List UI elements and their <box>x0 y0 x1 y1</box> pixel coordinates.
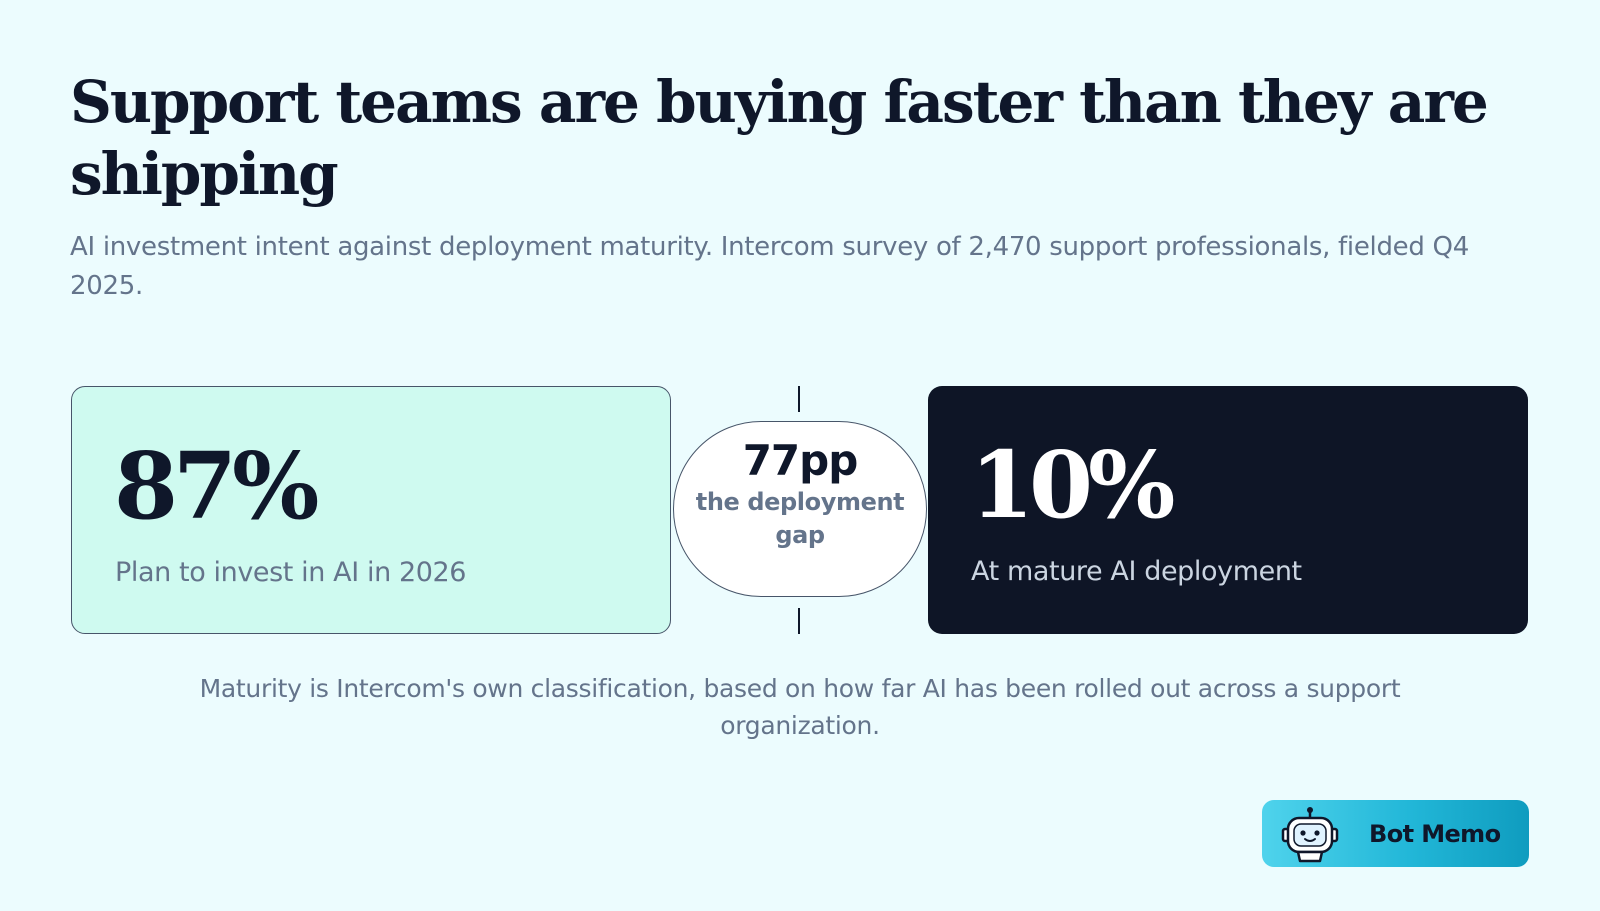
mature-stat-value: 10% <box>970 431 1175 539</box>
gap-connector-bottom <box>798 608 800 634</box>
invest-stat-card: 87% Plan to invest in AI in 2026 <box>71 386 671 634</box>
gap-value: 77pp <box>742 436 859 485</box>
brand-name: Bot Memo <box>1369 820 1501 848</box>
deployment-gap-pill: 77pp the deployment gap <box>673 421 927 597</box>
page-subtitle: AI investment intent against deployment … <box>70 232 1469 301</box>
gap-caption: the deployment gap <box>695 488 905 549</box>
page-title: Support teams are buying faster than the… <box>70 68 1489 208</box>
mature-stat-card: 10% At mature AI deployment <box>928 386 1528 634</box>
invest-stat-value: 87% <box>114 432 319 540</box>
gap-connector-top <box>798 386 800 412</box>
mature-stat-label: At mature AI deployment <box>971 556 1302 587</box>
robot-icon <box>1281 807 1339 863</box>
footnote: Maturity is Intercom's own classificatio… <box>199 674 1401 740</box>
invest-stat-label: Plan to invest in AI in 2026 <box>115 557 467 588</box>
brand-badge: Bot Memo <box>1262 800 1529 867</box>
